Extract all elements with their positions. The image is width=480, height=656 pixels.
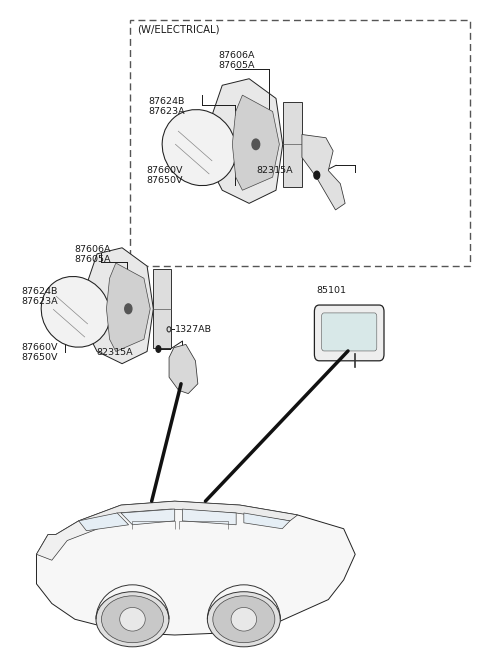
Text: 87606A: 87606A — [218, 51, 255, 60]
Bar — [130, 20, 470, 266]
Polygon shape — [79, 501, 298, 525]
Polygon shape — [182, 509, 236, 525]
Polygon shape — [84, 248, 153, 363]
Ellipse shape — [101, 596, 164, 643]
Circle shape — [252, 139, 260, 150]
Ellipse shape — [96, 592, 169, 647]
Ellipse shape — [120, 607, 145, 631]
Polygon shape — [153, 269, 171, 348]
Circle shape — [125, 304, 132, 314]
Ellipse shape — [41, 276, 110, 347]
Text: (W/ELECTRICAL): (W/ELECTRICAL) — [137, 25, 219, 35]
Text: 87623A: 87623A — [22, 297, 58, 306]
Polygon shape — [121, 509, 175, 525]
Polygon shape — [79, 513, 129, 531]
Text: 87650V: 87650V — [146, 176, 183, 185]
Polygon shape — [283, 102, 302, 187]
Ellipse shape — [231, 607, 257, 631]
Ellipse shape — [162, 110, 236, 186]
Polygon shape — [244, 513, 290, 529]
Text: 87605A: 87605A — [74, 255, 111, 264]
Text: 1327AB: 1327AB — [175, 325, 212, 335]
Text: 87660V: 87660V — [146, 166, 183, 175]
Circle shape — [156, 346, 161, 352]
Polygon shape — [36, 501, 355, 635]
Polygon shape — [169, 344, 198, 394]
Ellipse shape — [213, 596, 275, 643]
Text: 87660V: 87660V — [22, 343, 58, 352]
Circle shape — [314, 171, 320, 179]
Polygon shape — [107, 263, 150, 352]
Text: 85101: 85101 — [317, 286, 347, 295]
Text: 87624B: 87624B — [149, 97, 185, 106]
Text: 82315A: 82315A — [96, 348, 132, 357]
Text: 87650V: 87650V — [22, 353, 58, 362]
Text: 87624B: 87624B — [22, 287, 58, 297]
Polygon shape — [232, 95, 279, 190]
Ellipse shape — [207, 592, 280, 647]
Polygon shape — [302, 134, 345, 210]
Text: 87605A: 87605A — [218, 61, 255, 70]
Polygon shape — [36, 521, 98, 560]
Text: 87623A: 87623A — [149, 107, 185, 116]
Text: 82315A: 82315A — [257, 166, 293, 175]
FancyBboxPatch shape — [314, 305, 384, 361]
FancyBboxPatch shape — [322, 313, 377, 351]
Polygon shape — [209, 79, 283, 203]
Text: 87606A: 87606A — [74, 245, 111, 254]
